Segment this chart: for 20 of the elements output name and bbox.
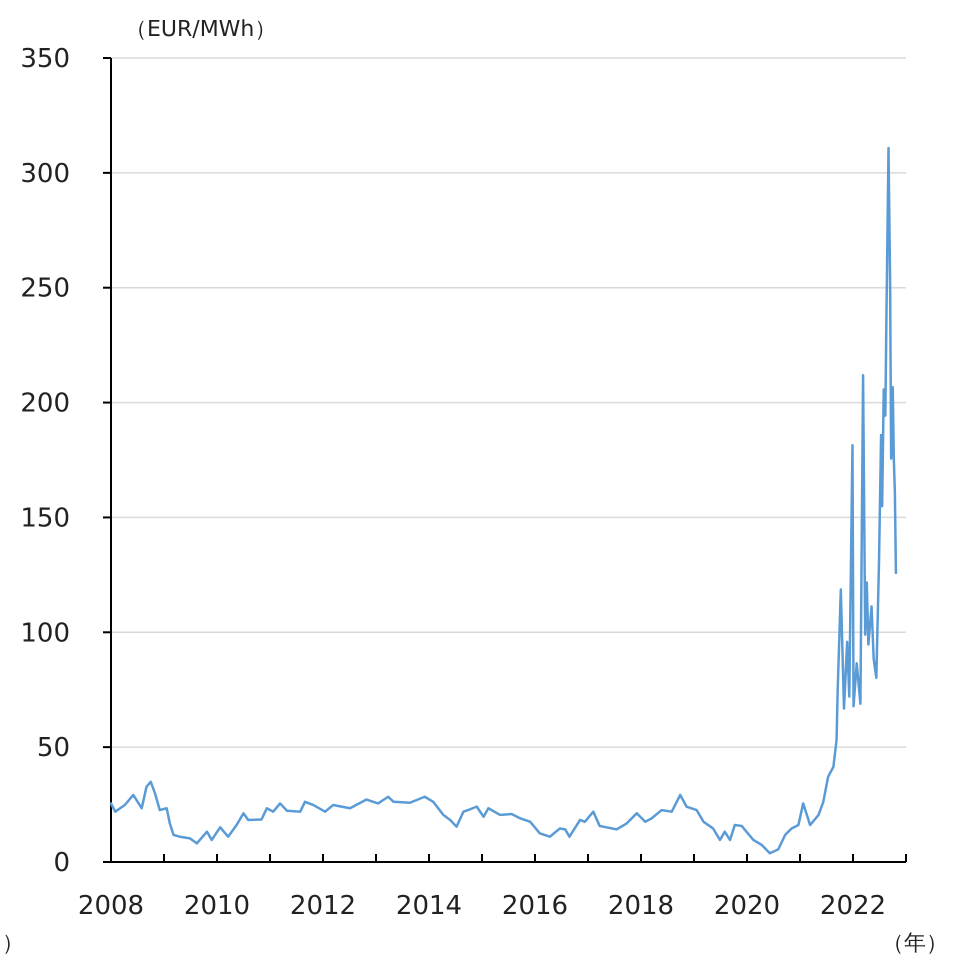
x-tick-label: 2008 [78, 891, 144, 921]
x-tick-label: 2014 [396, 891, 462, 921]
x-tick-label: 2016 [502, 891, 568, 921]
text: ） [2, 931, 24, 956]
y-tick-label: 300 [20, 158, 70, 189]
y-tick-label: 50 [36, 733, 70, 764]
y-axis-title: （EUR/MWh） [125, 17, 276, 42]
y-tick-label: 150 [20, 503, 70, 534]
x-tick-label: 2020 [714, 891, 780, 921]
line-series [110, 146, 898, 855]
y-tick-label: 100 [20, 618, 70, 648]
x-axis-title: （年） [882, 931, 948, 956]
y-tick-label: 350 [20, 44, 70, 74]
y-tick-label: 200 [20, 388, 70, 419]
x-tick-label: 2018 [608, 891, 674, 921]
y-tick-label: 250 [20, 274, 70, 304]
x-tick-label: 2012 [290, 891, 356, 921]
y-tick-label: 0 [53, 848, 70, 878]
x-tick-label: 2022 [820, 891, 886, 921]
x-tick-label: 2010 [184, 891, 250, 921]
